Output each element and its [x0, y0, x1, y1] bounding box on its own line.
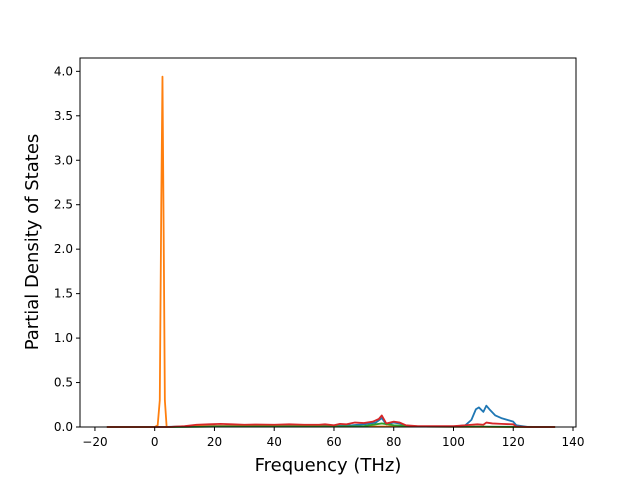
y-axis-ticks: 0.0 0.5 1.0 1.5 2.0 2.5 3.0 3.5 4.0	[54, 64, 80, 434]
y-tick-label: 3.5	[54, 109, 73, 123]
y-axis-label: Partial Density of States	[22, 134, 43, 351]
y-tick-label: 2.5	[54, 198, 73, 212]
y-tick-label: 1.5	[54, 287, 73, 301]
y-tick-label: 4.0	[54, 64, 73, 78]
x-axis-label: Frequency (THz)	[255, 455, 402, 476]
x-tick-label: 60	[326, 435, 341, 449]
x-tick-label: 20	[207, 435, 222, 449]
y-tick-label: 1.0	[54, 331, 73, 345]
y-tick-label: 2.0	[54, 242, 73, 256]
x-tick-label: 140	[562, 435, 585, 449]
series-line-3	[106, 414, 556, 428]
y-tick-label: 0.5	[54, 376, 73, 390]
x-tick-label: 120	[502, 435, 525, 449]
x-tick-label: 40	[267, 435, 282, 449]
x-axis-ticks: −20 0 20 40 60 80 100 120 140	[82, 427, 584, 449]
x-tick-label: 0	[151, 435, 159, 449]
plot-frame	[79, 57, 577, 428]
y-tick-label: 0.0	[54, 420, 73, 434]
x-tick-label: −20	[82, 435, 107, 449]
x-tick-label: 80	[386, 435, 401, 449]
y-tick-label: 3.0	[54, 153, 73, 167]
x-tick-label: 100	[442, 435, 465, 449]
